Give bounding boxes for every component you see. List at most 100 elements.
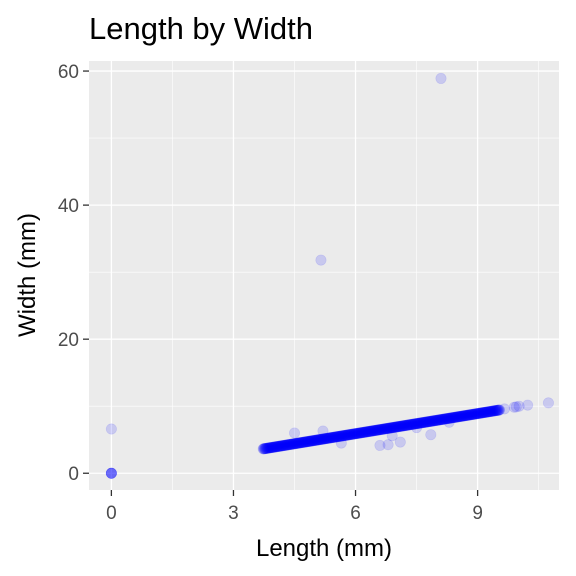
data-point xyxy=(264,442,276,454)
data-point xyxy=(408,418,420,430)
data-point xyxy=(284,439,296,451)
data-point xyxy=(303,435,315,447)
data-point xyxy=(401,419,413,431)
data-point xyxy=(490,404,502,416)
data-point xyxy=(468,408,480,420)
data-point xyxy=(435,414,447,426)
data-point xyxy=(438,413,450,425)
data-point xyxy=(410,418,422,430)
data-point xyxy=(454,411,466,423)
data-point xyxy=(382,422,394,434)
data-point xyxy=(335,437,347,449)
data-point xyxy=(458,410,470,422)
data-point xyxy=(485,405,497,417)
data-point xyxy=(282,439,294,451)
data-point xyxy=(443,412,455,424)
y-tick-label: 60 xyxy=(58,62,79,83)
data-point xyxy=(265,442,277,454)
data-point xyxy=(290,438,302,450)
data-point xyxy=(450,411,462,423)
data-point xyxy=(280,439,292,451)
data-point xyxy=(444,412,456,424)
data-point xyxy=(284,438,296,450)
data-point xyxy=(462,409,474,421)
data-point xyxy=(463,409,475,421)
data-point xyxy=(273,440,285,452)
data-point xyxy=(420,416,432,428)
data-point xyxy=(373,424,385,436)
data-point xyxy=(289,438,301,450)
data-point xyxy=(448,411,460,423)
data-point xyxy=(322,432,334,444)
data-point xyxy=(446,412,458,424)
data-point xyxy=(418,416,430,428)
data-point xyxy=(333,430,345,442)
data-point xyxy=(105,467,117,479)
data-point xyxy=(460,410,472,422)
data-point xyxy=(379,423,391,435)
data-point xyxy=(446,412,458,424)
data-point xyxy=(278,439,290,451)
data-point xyxy=(272,440,284,452)
data-point xyxy=(441,413,453,425)
data-point xyxy=(453,411,465,423)
data-point xyxy=(367,425,379,437)
data-point xyxy=(354,427,366,439)
data-point xyxy=(414,417,426,429)
data-point xyxy=(411,422,423,434)
data-point xyxy=(351,428,363,440)
data-point xyxy=(461,409,473,421)
data-point xyxy=(476,407,488,419)
data-point xyxy=(305,435,317,447)
data-point xyxy=(336,430,348,442)
data-point xyxy=(372,424,384,436)
data-point xyxy=(406,418,418,430)
data-point xyxy=(324,432,336,444)
data-point xyxy=(356,427,368,439)
data-point xyxy=(292,437,304,449)
data-point xyxy=(341,429,353,441)
x-tick-label: 3 xyxy=(228,503,239,524)
data-point xyxy=(262,442,274,454)
data-point xyxy=(315,433,327,445)
data-point xyxy=(454,410,466,422)
data-point xyxy=(366,425,378,437)
data-point xyxy=(484,406,496,418)
data-point xyxy=(319,433,331,445)
data-point xyxy=(283,439,295,451)
data-point xyxy=(493,404,505,416)
data-point xyxy=(301,436,313,448)
data-point xyxy=(321,432,333,444)
data-point xyxy=(463,409,475,421)
data-point xyxy=(358,426,370,438)
data-point xyxy=(358,426,370,438)
data-point xyxy=(344,429,356,441)
data-point xyxy=(317,433,329,445)
data-point xyxy=(361,426,373,438)
data-point xyxy=(259,443,271,455)
data-point xyxy=(474,407,486,419)
data-point xyxy=(315,433,327,445)
data-point xyxy=(399,419,411,431)
data-point xyxy=(275,440,287,452)
data-point xyxy=(300,436,312,448)
data-point xyxy=(479,406,491,418)
data-point xyxy=(316,433,328,445)
data-point xyxy=(470,408,482,420)
data-point xyxy=(491,404,503,416)
data-point xyxy=(265,442,277,454)
data-point xyxy=(330,431,342,443)
data-point xyxy=(484,406,496,418)
data-point xyxy=(105,467,117,479)
data-point xyxy=(307,435,319,447)
y-tick-label: 20 xyxy=(58,330,79,351)
data-point xyxy=(286,438,298,450)
data-point xyxy=(392,421,404,433)
data-point xyxy=(482,406,494,418)
data-point xyxy=(406,418,418,430)
data-point xyxy=(369,425,381,437)
data-point xyxy=(313,434,325,446)
data-point xyxy=(368,425,380,437)
data-point xyxy=(348,428,360,440)
plot-panel xyxy=(89,61,559,490)
